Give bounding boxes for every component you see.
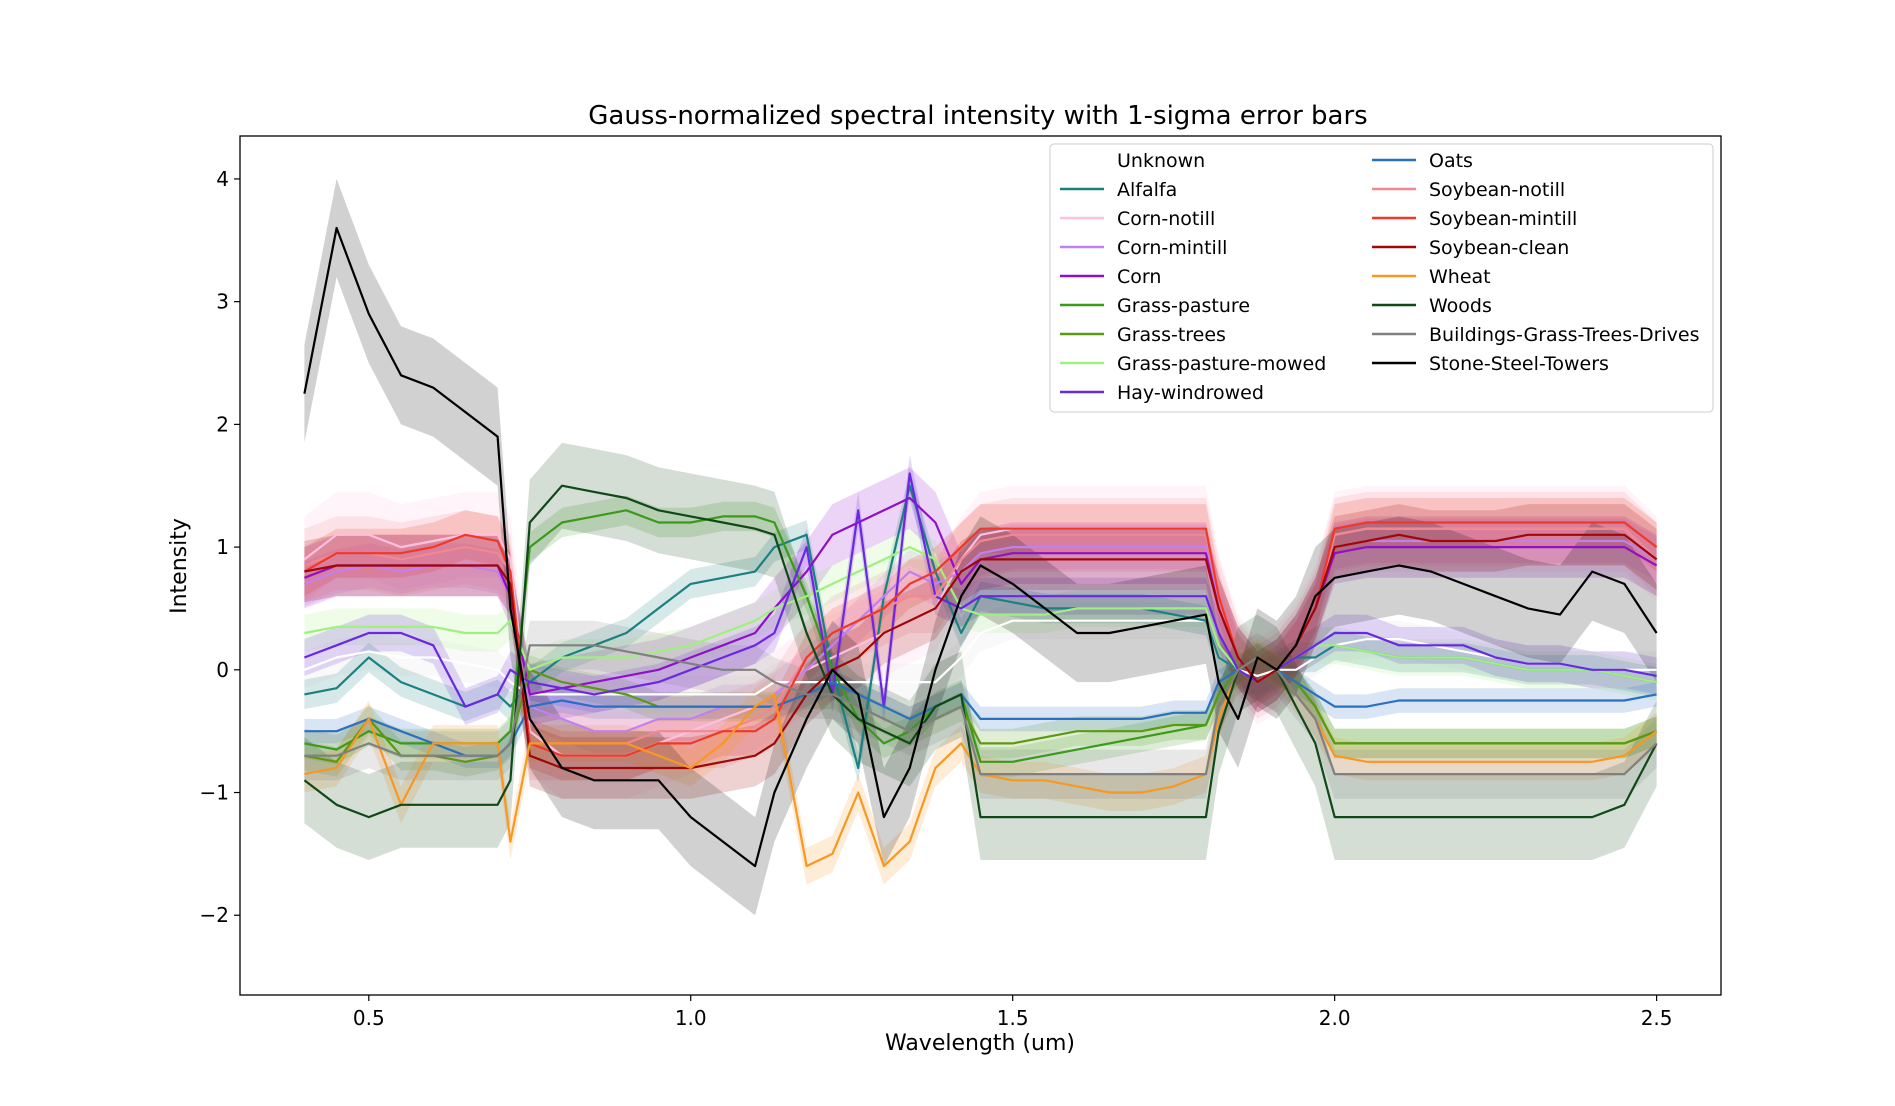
legend: Unknown Alfalfa Corn-notill Corn-mintill Cor… [1049,143,1714,413]
legend-label-corn-notill: Corn-notill [1117,208,1215,230]
y-tick-label: −2 [200,903,229,927]
legend-label-soybean-notill: Soybean-notill [1429,179,1565,201]
series-line-grass-pasture-mowed [304,545,1657,684]
series-lines [303,226,1658,868]
legend-label-stone-steel-towers: Stone-Steel-Towers [1429,353,1609,375]
y-tick-label: 2 [216,412,229,436]
series-line-hay-windrowed [304,472,1657,708]
error-band-corn-notill [304,485,1657,799]
error-band-corn-mintill [304,518,1657,754]
x-tick-label: 1.5 [997,1006,1029,1030]
y-tick-label: −1 [200,781,229,805]
series-line-buildings-grass-trees-drives [304,644,1658,776]
error-band-stone-steel-towers [304,178,1657,916]
series-line-stone-steel-towers [303,226,1658,868]
plot-area-frame [239,135,1722,996]
legend-label-hay-windrowed: Hay-windrowed [1117,382,1264,404]
legend-label-soybean-mintill: Soybean-mintill [1429,208,1577,230]
legend-label-soybean-clean: Soybean-clean [1429,237,1569,259]
x-axis-label: Wavelength (um) [885,1031,1075,1056]
legend-label-corn-mintill: Corn-mintill [1117,237,1227,259]
error-band-soybean-clean [304,504,1657,799]
y-tick-label: 0 [216,658,229,682]
legend-frame [1049,143,1714,413]
legend-label-woods: Woods [1429,295,1492,317]
y-tick-label: 1 [216,535,229,559]
legend-label-oats: Oats [1429,150,1473,172]
series-line-woods [303,484,1658,819]
y-tick-label: 3 [216,290,229,314]
legend-label-unknown: Unknown [1117,150,1205,172]
error-band-soybean-mintill [304,498,1657,781]
legend-label-grass-pasture-mowed: Grass-pasture-mowed [1117,353,1326,375]
error-band-soybean-notill [304,491,1657,781]
legend-label-corn: Corn [1117,266,1161,288]
y-axis-ticks: −2 −1 0 1 2 3 4 [200,167,240,927]
x-tick-label: 2.0 [1319,1006,1351,1030]
legend-label-buildings-grass-trees-drives: Buildings-Grass-Trees-Drives [1429,324,1700,346]
error-band-hay-windrowed [304,455,1657,725]
error-band-buildings-grass-trees-drives [304,620,1657,799]
legend-label-grass-pasture: Grass-pasture [1117,295,1250,317]
error-band-oats [304,645,1657,768]
error-band-corn [304,467,1657,725]
x-tick-label: 2.5 [1641,1006,1673,1030]
x-tick-label: 1.0 [675,1006,707,1030]
legend-label-grass-trees: Grass-trees [1117,324,1226,346]
error-band-grass-pasture [304,495,1657,777]
y-tick-label: 4 [216,167,229,191]
series-line-oats [304,656,1657,757]
legend-label-alfalfa: Alfalfa [1117,179,1177,201]
chart-title: Gauss-normalized spectral intensity with… [588,101,1367,131]
series-line-soybean-clean [304,533,1658,770]
legend-label-wheat: Wheat [1429,266,1491,288]
x-tick-label: 0.5 [353,1006,385,1030]
y-axis-label: Intensity [167,518,192,614]
x-axis-ticks: 0.5 1.0 1.5 2.0 2.5 [353,995,1673,1030]
error-band-grass-trees [304,642,1657,777]
